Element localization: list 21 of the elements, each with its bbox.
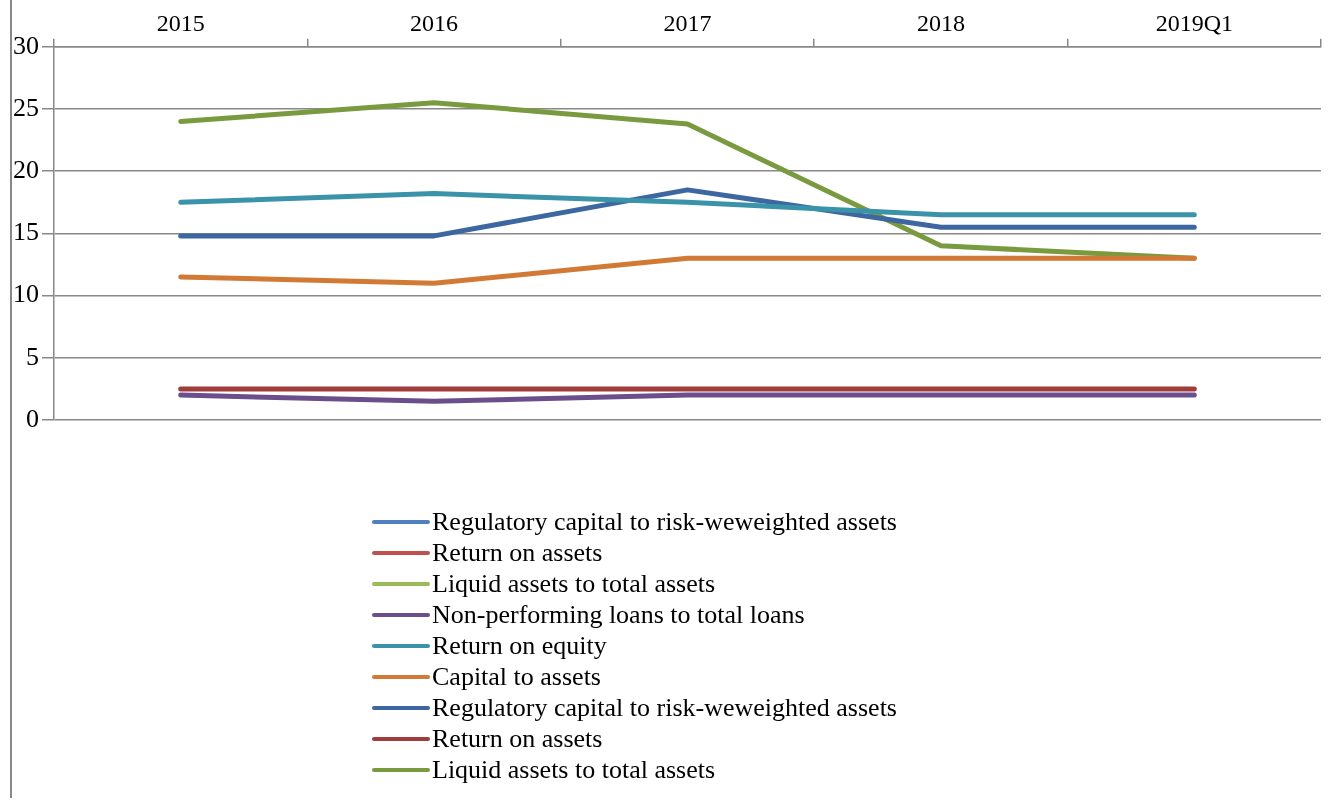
y-tick-label: 10: [13, 279, 39, 309]
x-tick-label: 2019Q1: [1155, 9, 1233, 36]
x-tick-label: 2015: [156, 9, 205, 36]
legend-label: Capital to assets: [432, 661, 601, 692]
legend-label: Non-performing loans to total loans: [432, 599, 805, 630]
y-tick-label: 0: [26, 403, 39, 433]
x-tick-label: 2018: [916, 9, 965, 36]
y-tick-label: 25: [13, 92, 39, 122]
legend-label: Return on assets: [432, 537, 603, 568]
legend-label: Liquid assets to total assets: [432, 568, 716, 599]
legend-label: Return on assets: [432, 723, 603, 754]
y-tick-label: 15: [13, 217, 39, 247]
legend-label: Regulatory capital to risk-weweighted assets: [432, 506, 897, 537]
legend-label: Regulatory capital to risk-weweighted assets: [432, 692, 897, 723]
legend-label: Liquid assets to total assets: [432, 754, 716, 785]
legend-label: Return on equity: [432, 630, 607, 661]
x-tick-label: 2016: [410, 9, 459, 36]
y-tick-label: 30: [13, 30, 39, 60]
x-tick-label: 2017: [663, 9, 712, 36]
y-tick-label: 5: [26, 341, 39, 371]
y-tick-label: 20: [13, 155, 39, 185]
